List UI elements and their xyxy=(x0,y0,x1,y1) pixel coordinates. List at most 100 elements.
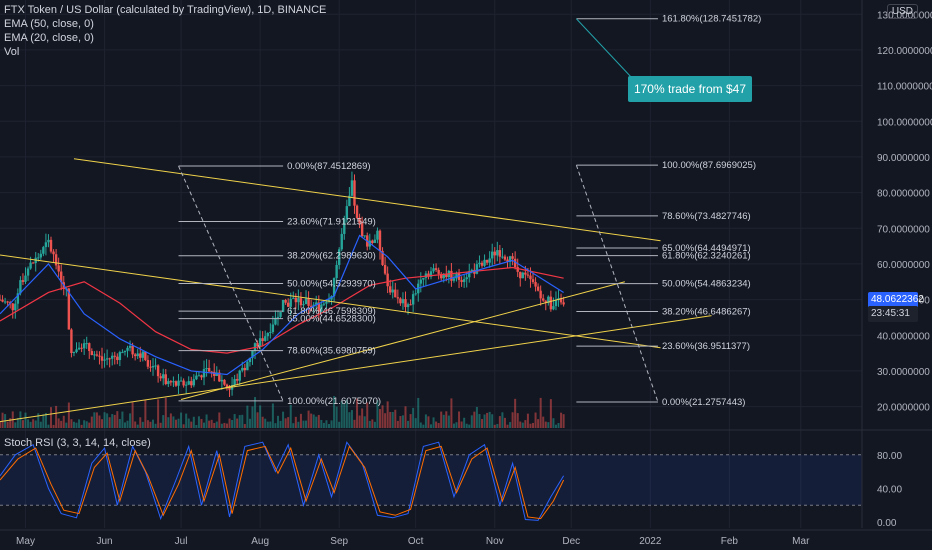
volume-bar xyxy=(302,420,305,428)
candle xyxy=(299,298,303,306)
volume-bar xyxy=(9,418,12,428)
candle xyxy=(526,274,530,276)
x-tick-label: Feb xyxy=(721,536,739,547)
candle xyxy=(241,367,244,371)
volume-bar xyxy=(254,397,257,428)
candle xyxy=(455,273,458,279)
candle xyxy=(508,256,512,263)
candle xyxy=(427,273,430,277)
candle xyxy=(429,271,433,277)
candle xyxy=(213,371,216,376)
volume-bar xyxy=(65,422,68,428)
volume-bar xyxy=(113,414,116,428)
fib-retracements[interactable]: 0.00%(87.4512869) 23.60%(71.9121549) 38.20… xyxy=(178,14,762,408)
x-tick-label: Jul xyxy=(175,536,188,547)
candle xyxy=(149,366,152,368)
candle xyxy=(399,298,402,304)
volume-bar xyxy=(167,417,170,428)
indicator-volume[interactable]: Vol xyxy=(4,46,20,58)
candle xyxy=(322,303,326,305)
volume-bar xyxy=(136,424,139,428)
volume-bar xyxy=(129,413,132,428)
volume-bar xyxy=(447,415,450,428)
candle xyxy=(202,369,206,378)
volume-bar xyxy=(0,421,1,428)
trendlines[interactable] xyxy=(0,158,712,423)
candle xyxy=(391,289,394,293)
volume-bar xyxy=(93,412,96,428)
candle xyxy=(284,299,287,303)
volume-bar xyxy=(233,414,236,428)
candle xyxy=(465,277,468,280)
volume-bar xyxy=(322,422,325,428)
volume-bar xyxy=(465,423,468,428)
volume-bar xyxy=(238,415,241,428)
volume-bar xyxy=(266,421,269,428)
candle xyxy=(253,343,257,351)
volume-bar xyxy=(315,416,318,428)
y-tick-label: 30.0000000 xyxy=(877,367,930,378)
candle xyxy=(422,277,425,280)
candle xyxy=(371,240,374,243)
candle xyxy=(332,278,336,297)
candle xyxy=(378,230,382,251)
indicator-ema50[interactable]: EMA (50, close, 0) xyxy=(4,18,94,30)
candle xyxy=(496,250,499,256)
candle xyxy=(519,271,522,279)
candle xyxy=(251,350,254,358)
volume-bar xyxy=(210,419,213,428)
volume-bar xyxy=(274,423,277,428)
volume-bar xyxy=(228,418,231,428)
volume-bar xyxy=(29,421,32,428)
volume-bar xyxy=(557,422,560,428)
volume-bar xyxy=(554,424,557,428)
candle xyxy=(491,251,494,259)
candle xyxy=(289,298,292,307)
volume-bar xyxy=(259,405,262,428)
volume-bar xyxy=(44,412,47,428)
candle xyxy=(516,267,519,272)
volume-bar xyxy=(220,423,223,428)
candle xyxy=(376,230,379,240)
x-tick-label: Jun xyxy=(96,536,112,547)
volume-bar xyxy=(190,421,193,428)
volume-bar xyxy=(320,419,323,428)
candle xyxy=(309,305,313,307)
volume-bar xyxy=(424,414,427,428)
trade-callout[interactable]: 170% trade from $47 xyxy=(628,76,752,102)
volume-bar xyxy=(343,403,346,428)
candle xyxy=(220,379,224,382)
volume-bar xyxy=(506,424,509,428)
volume-bar xyxy=(149,421,152,428)
volume-bar xyxy=(32,419,35,428)
volume-bar xyxy=(430,424,432,428)
candle xyxy=(521,272,525,279)
volume-bar xyxy=(157,399,160,428)
volume-bar xyxy=(80,424,83,428)
indicator-ema20[interactable]: EMA (20, close, 0) xyxy=(4,32,94,44)
currency-button[interactable]: USD xyxy=(886,4,918,19)
candle xyxy=(26,268,30,276)
candle xyxy=(266,332,269,337)
candle xyxy=(434,268,438,270)
candle xyxy=(320,304,323,312)
candle xyxy=(549,296,553,310)
candle xyxy=(539,290,542,299)
volume-bar xyxy=(213,422,216,428)
candle xyxy=(529,275,532,280)
fib-right-label: 50.00%(54.4863234) xyxy=(662,279,751,290)
volume-bar xyxy=(396,420,399,428)
volume-bar xyxy=(297,421,300,428)
fib-left-label: 100.00%(21.6075070) xyxy=(287,396,381,407)
last-price-badge: 48.0622362 xyxy=(868,292,924,308)
ema20-line xyxy=(0,234,564,376)
x-tick-label: 2022 xyxy=(639,536,662,547)
candle xyxy=(215,372,218,376)
candle xyxy=(123,350,127,353)
candle xyxy=(16,293,20,304)
candle xyxy=(14,303,17,311)
stoch-rsi-label[interactable]: Stoch RSI (3, 3, 14, 14, close) xyxy=(4,437,151,449)
volume-bar xyxy=(537,419,540,428)
candle xyxy=(100,356,104,361)
